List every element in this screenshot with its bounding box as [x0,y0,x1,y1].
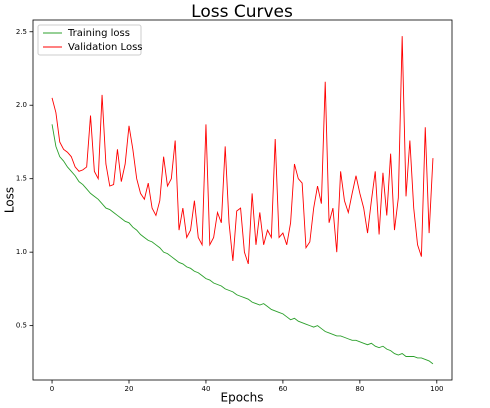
y-axis-label: Loss [3,187,17,213]
x-tick-label: 40 [201,385,210,393]
plot-area [32,19,453,381]
legend-label: Validation Loss [68,42,143,53]
x-tick-label: 60 [278,385,287,393]
series-line [51,36,434,265]
x-tick-label: 20 [125,385,134,393]
y-tick-label: 2.0 [16,101,27,109]
legend-box [37,24,142,56]
y-tick-label: 1.0 [16,248,27,256]
x-tick-label: 100 [430,385,443,393]
x-tick-label: 80 [355,385,364,393]
y-tick-label: 0.5 [16,322,27,330]
y-tick-label: 2.5 [16,28,27,36]
y-tick-label: 1.5 [16,175,27,183]
series-line [51,124,434,365]
legend-label: Training loss [67,28,130,39]
chart-title: Loss Curves [191,2,293,22]
x-tick-label: 0 [50,385,54,393]
x-axis-label: Epochs [221,391,264,405]
